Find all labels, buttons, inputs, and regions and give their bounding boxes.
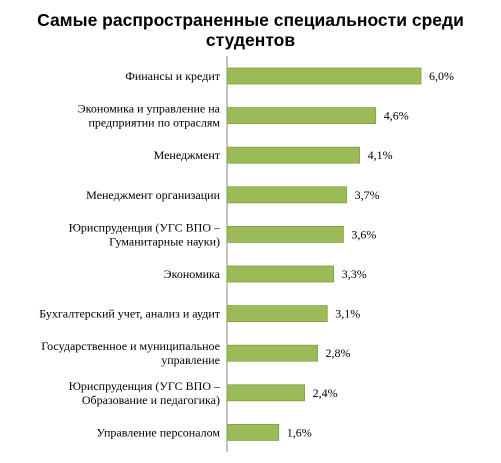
chart-title-line-1: Самые распространенные специальности сре… bbox=[37, 10, 464, 30]
bar-value-label: 3,1% bbox=[335, 307, 360, 321]
category-label: Государственное и муниципальное bbox=[41, 339, 220, 353]
bar bbox=[226, 384, 305, 402]
category-label: Экономика и управление на bbox=[78, 102, 221, 116]
bar bbox=[226, 146, 360, 164]
category-label: Экономика bbox=[164, 267, 221, 281]
bar bbox=[226, 423, 280, 441]
bar-value-label: 2,4% bbox=[313, 386, 338, 400]
bar bbox=[226, 305, 328, 323]
bar-value-label: 4,1% bbox=[368, 148, 393, 162]
category-label: управление bbox=[161, 353, 220, 367]
category-label: Управление персоналом bbox=[97, 425, 221, 439]
bar-value-label: 3,7% bbox=[355, 188, 380, 202]
category-label: Юриспруденция (УГС ВПО – bbox=[69, 220, 221, 234]
bar-value-label: 3,3% bbox=[342, 267, 367, 281]
bar-value-label: 6,0% bbox=[429, 69, 454, 83]
category-label: Юриспруденция (УГС ВПО – bbox=[69, 379, 221, 393]
bar-value-label: 4,6% bbox=[384, 109, 409, 123]
bar bbox=[226, 67, 422, 85]
chart-title: Самые распространенные специальности сре… bbox=[0, 10, 501, 50]
category-label: Финансы и кредит bbox=[125, 69, 220, 83]
category-label: Менеджмент организации bbox=[86, 188, 220, 202]
bar-value-label: 3,6% bbox=[351, 227, 376, 241]
bar bbox=[226, 344, 318, 362]
category-label: Менеджмент bbox=[154, 148, 221, 162]
bar-value-label: 1,6% bbox=[287, 425, 312, 439]
bar bbox=[226, 107, 377, 124]
bar-value-label: 2,8% bbox=[326, 346, 351, 360]
category-label: предприятии по отраслям bbox=[88, 116, 220, 130]
bar bbox=[226, 186, 348, 204]
chart-title-line-2: студентов bbox=[205, 30, 296, 50]
category-label: Образование и педагогика) bbox=[82, 393, 220, 407]
bar bbox=[226, 265, 335, 283]
category-label: Гуманитарные науки) bbox=[109, 234, 220, 248]
bar bbox=[226, 225, 344, 243]
category-label: Бухгалтерский учет, анализ и аудит bbox=[39, 307, 220, 321]
